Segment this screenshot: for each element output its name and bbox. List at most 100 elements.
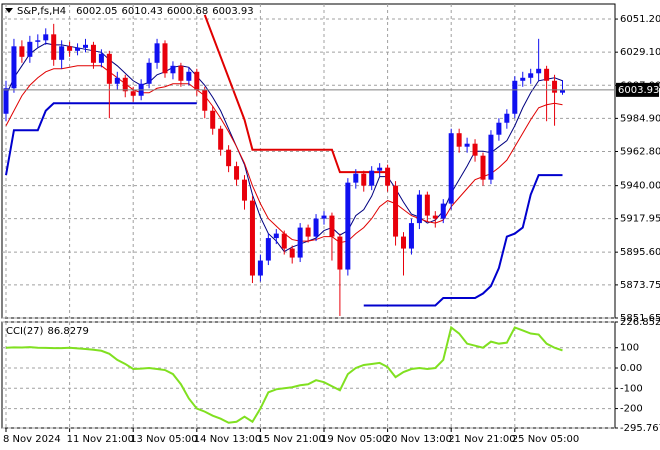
- candle-body: [528, 73, 534, 78]
- candle-body: [27, 41, 33, 57]
- candle-body: [186, 71, 192, 81]
- candle-body: [424, 194, 430, 216]
- candle-body: [496, 122, 502, 135]
- candle-body: [11, 46, 17, 89]
- candle-body: [281, 233, 287, 249]
- y-tick-label: 100: [620, 343, 639, 354]
- candle-body: [456, 133, 462, 147]
- current-price-box: [616, 82, 659, 97]
- candle-body: [75, 47, 81, 51]
- candle-body: [146, 62, 152, 84]
- candle-body: [257, 260, 263, 276]
- candle-body: [43, 34, 49, 41]
- line: [203, 14, 388, 174]
- y-tick-label: 6029.10: [620, 47, 660, 58]
- candle-body: [218, 128, 224, 150]
- x-tick-label: 19 Nov 05:00: [321, 434, 388, 445]
- y-tick-label: -200: [620, 404, 643, 415]
- x-tick-label: 13 Nov 05:00: [130, 434, 197, 445]
- y-tick-label: 5873.75: [620, 280, 660, 291]
- ohlc-value: 6000.68: [167, 6, 208, 17]
- candle-body: [178, 65, 184, 81]
- menu-arrow: [5, 8, 13, 13]
- candle-body: [512, 80, 518, 114]
- current-price-label: 6003.93: [618, 85, 659, 96]
- x-tick-label: 11 Nov 21:00: [67, 434, 134, 445]
- y-tick-label: 5962.80: [620, 146, 660, 157]
- candle-body: [369, 170, 375, 186]
- candle-body: [114, 77, 120, 84]
- candle-body: [210, 110, 216, 129]
- candle-body: [361, 173, 367, 186]
- candle-body: [345, 182, 351, 270]
- candle-body: [3, 88, 9, 114]
- x-tick-label: 8 Nov 2024: [3, 434, 61, 445]
- x-tick-label: 14 Nov 13:00: [194, 434, 261, 445]
- y-tick-label: 5984.90: [620, 113, 660, 124]
- candle-body: [536, 68, 542, 74]
- candle-body: [59, 46, 65, 60]
- candle-body: [488, 134, 494, 180]
- candle-body: [106, 53, 112, 84]
- indicator-title: CCI(27): [6, 326, 44, 337]
- candle-body: [90, 44, 96, 63]
- line: [5, 42, 563, 253]
- candle-body: [313, 218, 319, 237]
- candle-body: [401, 236, 406, 249]
- candle-body: [202, 89, 208, 111]
- x-tick-label: 15 Nov 21:00: [257, 434, 324, 445]
- candle-body: [432, 215, 438, 219]
- candle-body: [19, 46, 25, 57]
- candle-body: [472, 143, 478, 156]
- y-tick-label: -100: [620, 383, 643, 394]
- candle-body: [416, 194, 422, 224]
- candle-body: [321, 215, 327, 219]
- y-tick-label: -295.7671: [620, 423, 660, 434]
- line: [5, 325, 563, 424]
- y-tick-label: 5895.60: [620, 247, 660, 258]
- x-tick-label: 20 Nov 13:00: [385, 434, 452, 445]
- y-tick-label: 6051.20: [620, 14, 660, 25]
- y-tick-label: 226.8524: [620, 317, 660, 328]
- candle-body: [265, 238, 271, 261]
- candle-body: [544, 68, 550, 81]
- y-tick-label: 5940.00: [620, 181, 660, 192]
- candle-body: [98, 53, 104, 63]
- candle-body: [234, 166, 240, 180]
- candle-body: [194, 71, 200, 90]
- ohlc-value: 6002.05: [76, 6, 117, 17]
- candle-body: [226, 149, 232, 167]
- candle-body: [520, 77, 526, 81]
- candle-body: [393, 185, 399, 237]
- candle-body: [385, 167, 391, 186]
- candle-body: [552, 80, 558, 93]
- candle-body: [337, 236, 343, 270]
- cci-panel: [1, 321, 616, 429]
- y-tick-label: 0.00: [620, 363, 642, 374]
- candle-body: [273, 233, 279, 239]
- candle-body: [162, 43, 168, 74]
- chart-title: S&P,fs,H4: [17, 6, 66, 17]
- candle-body: [448, 133, 454, 204]
- line: [5, 102, 563, 307]
- candle-body: [305, 227, 311, 237]
- x-tick-label: 25 Nov 05:00: [512, 434, 579, 445]
- candle-body: [329, 215, 335, 237]
- ohlc-value: 6010.43: [122, 6, 163, 17]
- candle-body: [440, 203, 446, 219]
- candle-body: [560, 89, 565, 93]
- candle-body: [289, 248, 295, 258]
- candle-body: [480, 155, 486, 180]
- candle-body: [353, 173, 359, 183]
- y-tick-label: 5917.95: [620, 214, 660, 225]
- candle-body: [83, 44, 88, 48]
- candle-body: [464, 143, 470, 147]
- candle-body: [122, 77, 128, 92]
- candle-body: [35, 40, 41, 42]
- candle-body: [408, 223, 414, 249]
- indicator-value: 86.8279: [47, 326, 88, 337]
- x-tick-label: 21 Nov 21:00: [448, 434, 515, 445]
- candle-body: [297, 227, 303, 258]
- candle-body: [67, 46, 73, 51]
